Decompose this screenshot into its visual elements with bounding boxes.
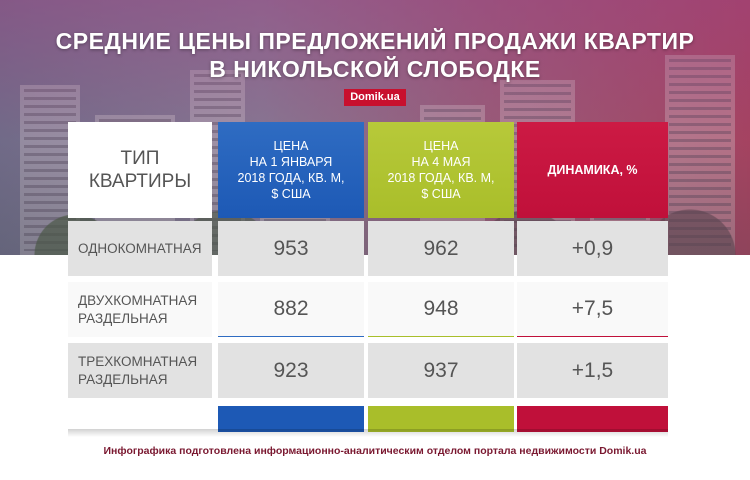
- column-footer: [218, 406, 364, 432]
- column-footer: [368, 406, 514, 432]
- header-price-january: ЦЕНА НА 1 ЯНВАРЯ 2018 ГОДА, КВ. М, $ США: [218, 122, 364, 218]
- row-label-line: РАЗДЕЛЬНАЯ: [78, 310, 168, 326]
- header-dynamics: ДИНАМИКА, %: [517, 122, 668, 218]
- header-line: 2018 ГОДА, КВ. М,: [237, 171, 345, 185]
- brand-badge: Domik.ua: [344, 89, 406, 106]
- header-line: ТИП: [120, 148, 160, 169]
- page-title: СРЕДНИЕ ЦЕНЫ ПРЕДЛОЖЕНИЙ ПРОДАЖИ КВАРТИР: [55, 28, 695, 54]
- header-line: ДИНАМИКА, %: [547, 163, 638, 177]
- header-price-may: ЦЕНА НА 4 МАЯ 2018 ГОДА, КВ. М, $ США: [368, 122, 514, 218]
- table-row-label: ОДНОКОМНАТНАЯ: [68, 221, 212, 276]
- header-line: 2018 ГОДА, КВ. М,: [387, 171, 495, 185]
- dynamics-value: +7,5: [517, 282, 668, 337]
- row-label-line: РАЗДЕЛЬНАЯ: [78, 371, 168, 387]
- row-label-line: ТРЕХКОМНАТНАЯ: [78, 353, 198, 369]
- header-line: НА 1 ЯНВАРЯ: [249, 155, 333, 169]
- table-row-label: ТРЕХКОМНАТНАЯ РАЗДЕЛЬНАЯ: [68, 343, 212, 398]
- column-price-january: ЦЕНА НА 1 ЯНВАРЯ 2018 ГОДА, КВ. М, $ США…: [218, 122, 364, 432]
- column-footer: [517, 406, 668, 432]
- header-line: ЦЕНА: [273, 139, 309, 153]
- dynamics-value: +0,9: [517, 221, 668, 276]
- price-may-value: 962: [368, 221, 514, 276]
- header-line: ЦЕНА: [423, 139, 459, 153]
- dynamics-value: +1,5: [517, 343, 668, 398]
- column-price-may: ЦЕНА НА 4 МАЯ 2018 ГОДА, КВ. М, $ США 96…: [368, 122, 514, 432]
- footer-credit: Инфографика подготовлена информационно-а…: [103, 445, 647, 457]
- header-line: НА 4 МАЯ: [411, 155, 471, 169]
- column-footer: [68, 406, 212, 432]
- price-table: ТИП КВАРТИРЫ ОДНОКОМНАТНАЯ ДВУХКОМНАТНАЯ…: [68, 122, 668, 437]
- column-apartment-type: ТИП КВАРТИРЫ ОДНОКОМНАТНАЯ ДВУХКОМНАТНАЯ…: [68, 122, 212, 432]
- header-line: КВАРТИРЫ: [88, 171, 192, 192]
- price-may-value: 937: [368, 343, 514, 398]
- price-january-value: 923: [218, 343, 364, 398]
- header-apartment-type: ТИП КВАРТИРЫ: [68, 122, 212, 218]
- price-may-value: 948: [368, 282, 514, 337]
- header-line: $ США: [421, 187, 461, 201]
- column-dynamics: ДИНАМИКА, % +0,9 +7,5 +1,5: [517, 122, 668, 432]
- row-label-line: ДВУХКОМНАТНАЯ: [78, 292, 198, 308]
- row-label-line: ОДНОКОМНАТНАЯ: [78, 240, 202, 256]
- price-january-value: 953: [218, 221, 364, 276]
- table-row-label: ДВУХКОМНАТНАЯ РАЗДЕЛЬНАЯ: [68, 282, 212, 337]
- price-january-value: 882: [218, 282, 364, 337]
- page-subtitle: В НИКОЛЬСКОЙ СЛОБОДКЕ: [209, 56, 541, 82]
- header-line: $ США: [271, 187, 311, 201]
